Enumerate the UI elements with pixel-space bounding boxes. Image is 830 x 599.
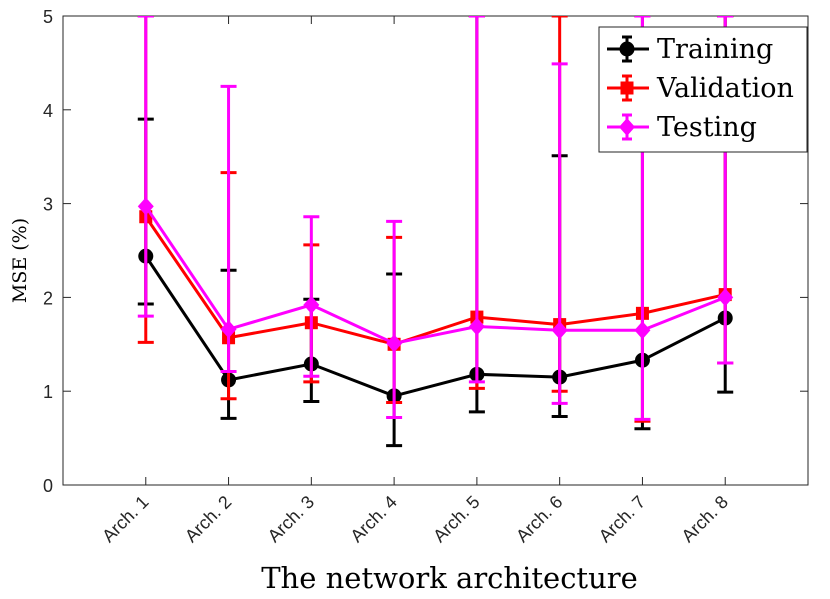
x-tick-label: Arch. 7 xyxy=(595,492,649,546)
x-tick-label: Arch. 3 xyxy=(264,492,318,546)
series-testing xyxy=(137,16,734,421)
legend-item-testing: Testing xyxy=(607,112,757,143)
y-tick-label: 4 xyxy=(43,101,53,121)
data-point xyxy=(303,295,320,314)
y-tick-label: 0 xyxy=(43,476,53,496)
data-point xyxy=(551,321,568,340)
data-point xyxy=(137,197,154,216)
x-tick-label: Arch. 1 xyxy=(98,492,152,546)
data-point xyxy=(386,334,403,353)
legend-item-training: Training xyxy=(607,34,773,65)
error-bar xyxy=(137,16,154,318)
legend-marker xyxy=(619,118,635,136)
series-line xyxy=(144,205,726,345)
x-axis-title: The network architecture xyxy=(261,561,638,595)
legend-marker xyxy=(620,81,634,95)
x-tick-label: Arch. 5 xyxy=(429,492,483,546)
legend-item-validation: Validation xyxy=(607,73,794,104)
x-tick-label: Arch. 6 xyxy=(512,492,566,546)
x-tick-label: Arch. 4 xyxy=(346,492,400,546)
x-tick-label: Arch. 8 xyxy=(678,492,732,546)
series-line xyxy=(144,255,726,398)
error-bar xyxy=(386,219,403,419)
legend-label: Validation xyxy=(656,73,794,104)
data-point xyxy=(220,320,237,339)
y-tick-label: 2 xyxy=(43,288,53,308)
y-axis-title: MSE (%) xyxy=(9,218,31,303)
plot-area-frame xyxy=(62,15,809,486)
error-bar xyxy=(551,62,568,405)
x-tick-label: Arch. 2 xyxy=(181,492,235,546)
data-point xyxy=(717,288,734,307)
y-tick-label: 1 xyxy=(43,382,53,402)
y-tick-label: 5 xyxy=(43,7,53,27)
legend-marker xyxy=(619,41,635,57)
legend-label: Testing xyxy=(657,112,757,143)
data-point xyxy=(468,317,485,336)
y-tick-label: 3 xyxy=(43,195,53,215)
legend-label: Training xyxy=(657,34,773,65)
data-point xyxy=(634,321,651,340)
series-line xyxy=(144,215,726,346)
